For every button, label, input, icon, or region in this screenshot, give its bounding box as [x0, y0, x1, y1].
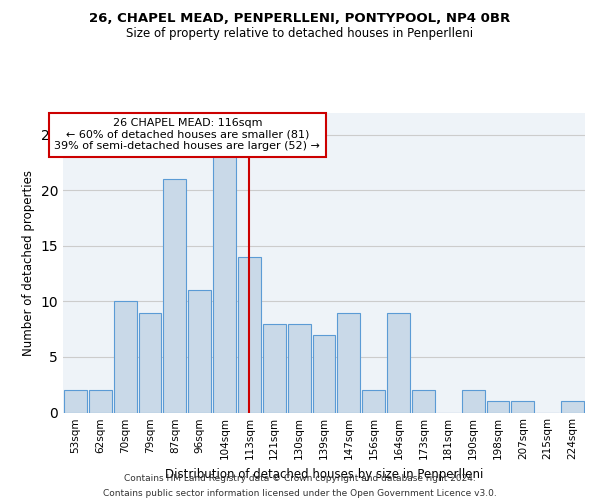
- Text: Contains public sector information licensed under the Open Government Licence v3: Contains public sector information licen…: [103, 489, 497, 498]
- Y-axis label: Number of detached properties: Number of detached properties: [22, 170, 35, 356]
- Bar: [64, 390, 87, 412]
- X-axis label: Distribution of detached houses by size in Penperlleni: Distribution of detached houses by size …: [165, 468, 483, 481]
- Bar: [288, 324, 311, 412]
- Bar: [362, 390, 385, 412]
- Bar: [89, 390, 112, 412]
- Bar: [238, 257, 261, 412]
- Bar: [313, 334, 335, 412]
- Bar: [511, 402, 534, 412]
- Bar: [337, 312, 360, 412]
- Text: 26, CHAPEL MEAD, PENPERLLENI, PONTYPOOL, NP4 0BR: 26, CHAPEL MEAD, PENPERLLENI, PONTYPOOL,…: [89, 12, 511, 26]
- Bar: [387, 312, 410, 412]
- Text: Contains HM Land Registry data © Crown copyright and database right 2024.: Contains HM Land Registry data © Crown c…: [124, 474, 476, 483]
- Bar: [263, 324, 286, 412]
- Bar: [213, 146, 236, 412]
- Bar: [412, 390, 435, 412]
- Bar: [163, 179, 186, 412]
- Bar: [561, 402, 584, 412]
- Bar: [188, 290, 211, 412]
- Bar: [114, 302, 137, 412]
- Bar: [139, 312, 161, 412]
- Bar: [462, 390, 485, 412]
- Bar: [487, 402, 509, 412]
- Text: Size of property relative to detached houses in Penperlleni: Size of property relative to detached ho…: [127, 28, 473, 40]
- Text: 26 CHAPEL MEAD: 116sqm
← 60% of detached houses are smaller (81)
39% of semi-det: 26 CHAPEL MEAD: 116sqm ← 60% of detached…: [55, 118, 320, 152]
